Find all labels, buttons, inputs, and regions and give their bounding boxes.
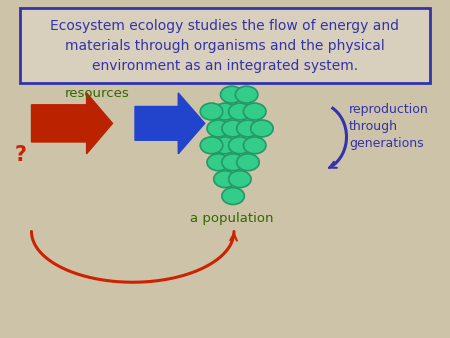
Text: reproduction
through
generations: reproduction through generations: [349, 103, 428, 150]
FancyBboxPatch shape: [20, 8, 430, 83]
Polygon shape: [135, 93, 205, 154]
Text: Ecosystem ecology studies the flow of energy and
materials through organisms and: Ecosystem ecology studies the flow of en…: [50, 19, 400, 73]
Circle shape: [237, 120, 259, 137]
Circle shape: [229, 171, 251, 188]
Text: resources: resources: [64, 87, 129, 100]
Circle shape: [229, 103, 251, 120]
Circle shape: [229, 137, 251, 154]
Circle shape: [243, 103, 266, 120]
Circle shape: [243, 137, 266, 154]
Polygon shape: [32, 93, 112, 154]
Circle shape: [222, 120, 244, 137]
Circle shape: [251, 120, 273, 137]
Text: ?: ?: [14, 145, 26, 166]
Circle shape: [237, 154, 259, 171]
Circle shape: [235, 86, 258, 103]
Circle shape: [214, 137, 236, 154]
Circle shape: [207, 120, 230, 137]
Circle shape: [222, 188, 244, 204]
Circle shape: [220, 86, 243, 103]
Circle shape: [200, 103, 223, 120]
Circle shape: [207, 154, 230, 171]
Circle shape: [222, 154, 244, 171]
Text: a population: a population: [190, 212, 274, 224]
Circle shape: [214, 103, 236, 120]
Circle shape: [200, 137, 223, 154]
Circle shape: [214, 171, 236, 188]
